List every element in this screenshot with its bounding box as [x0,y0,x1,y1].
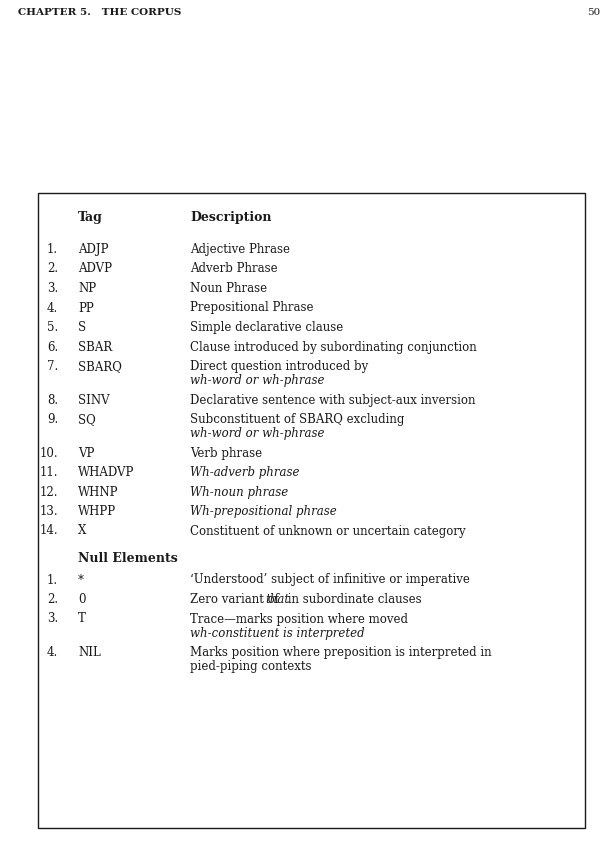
Text: 1.: 1. [47,243,58,256]
Text: 2.: 2. [47,262,58,276]
Text: ADJP: ADJP [78,243,109,256]
Text: wh-word or wh-phrase: wh-word or wh-phrase [190,374,324,387]
Text: SINV: SINV [78,394,109,406]
Text: 12.: 12. [40,485,58,499]
Text: ‘Understood’ subject of infinitive or imperative: ‘Understood’ subject of infinitive or im… [190,574,470,586]
Text: WHPP: WHPP [78,505,116,518]
Text: X: X [78,525,86,537]
Text: 13.: 13. [39,505,58,518]
Bar [38,193,585,828]
Text: pied-piping contexts: pied-piping contexts [190,660,312,673]
Text: that: that [266,593,290,606]
Text: wh-word or wh-phrase: wh-word or wh-phrase [190,427,324,440]
Text: Adjective Phrase: Adjective Phrase [190,243,290,256]
Text: Declarative sentence with subject-aux inversion: Declarative sentence with subject-aux in… [190,394,475,406]
Text: Wh-noun phrase: Wh-noun phrase [190,485,288,499]
Text: SBARQ: SBARQ [78,360,122,373]
Text: SBAR: SBAR [78,341,112,353]
Text: Zero variant of: Zero variant of [190,593,283,606]
Text: Noun Phrase: Noun Phrase [190,282,267,295]
Text: Wh-prepositional phrase: Wh-prepositional phrase [190,505,337,518]
Text: 7.: 7. [47,360,58,373]
Text: 8.: 8. [47,394,58,406]
Text: 10.: 10. [39,447,58,459]
Text: SQ: SQ [78,413,96,426]
Text: 5.: 5. [47,321,58,334]
Text: Marks position where preposition is interpreted in: Marks position where preposition is inte… [190,646,492,659]
Text: T: T [78,612,86,626]
Text: Verb phrase: Verb phrase [190,447,262,459]
Text: S: S [78,321,86,334]
Text: CHAPTER 5.   THE CORPUS: CHAPTER 5. THE CORPUS [18,8,181,17]
Text: Description: Description [190,211,271,224]
Text: Trace—marks position where moved: Trace—marks position where moved [190,612,408,626]
Text: 14.: 14. [39,525,58,537]
Text: *: * [78,574,84,586]
Text: WHADVP: WHADVP [78,466,134,479]
Text: 9.: 9. [47,413,58,426]
Text: ADVP: ADVP [78,262,112,276]
Text: 6.: 6. [47,341,58,353]
Text: NP: NP [78,282,96,295]
Text: Direct question introduced by: Direct question introduced by [190,360,368,373]
Text: 2.: 2. [47,593,58,606]
Text: Tag: Tag [78,211,103,224]
Text: 4.: 4. [47,302,58,315]
Text: WHNP: WHNP [78,485,119,499]
Text: VP: VP [78,447,94,459]
Text: Wh-adverb phrase: Wh-adverb phrase [190,466,299,479]
Text: Clause introduced by subordinating conjunction: Clause introduced by subordinating conju… [190,341,477,353]
Text: 3.: 3. [47,282,58,295]
Text: PP: PP [78,302,93,315]
Text: in subordinate clauses: in subordinate clauses [284,593,422,606]
Text: Null Elements: Null Elements [78,552,178,565]
Text: 0: 0 [78,593,86,606]
Text: 50: 50 [587,8,600,17]
Text: Subconstituent of SBARQ excluding: Subconstituent of SBARQ excluding [190,413,404,426]
Text: 11.: 11. [40,466,58,479]
Text: 4.: 4. [47,646,58,659]
Text: wh-constituent is interpreted: wh-constituent is interpreted [190,627,365,639]
Text: Constituent of unknown or uncertain category: Constituent of unknown or uncertain cate… [190,525,466,537]
Text: Simple declarative clause: Simple declarative clause [190,321,343,334]
Text: NIL: NIL [78,646,101,659]
Text: Prepositional Phrase: Prepositional Phrase [190,302,313,315]
Text: 1.: 1. [47,574,58,586]
Text: 3.: 3. [47,612,58,626]
Text: Adverb Phrase: Adverb Phrase [190,262,277,276]
